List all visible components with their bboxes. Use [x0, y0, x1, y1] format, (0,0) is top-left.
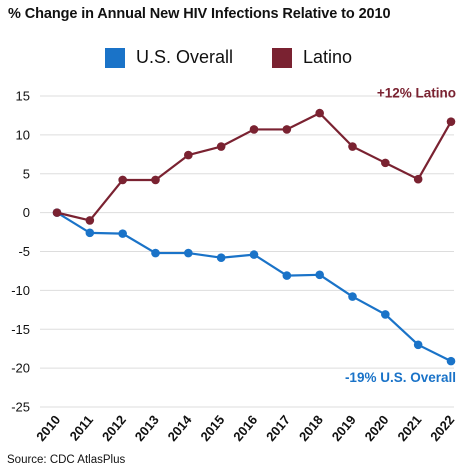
data-point [348, 142, 357, 151]
legend-label-latino: Latino [303, 47, 353, 67]
data-point [282, 271, 292, 280]
data-point [381, 310, 390, 319]
y-tick-label: -20 [11, 361, 30, 376]
y-tick-label: 10 [16, 127, 30, 142]
legend-item-us-overall: U.S. Overall [105, 47, 233, 68]
x-tick-label: 2018 [296, 412, 326, 444]
x-tick-label: 2021 [394, 412, 424, 444]
x-tick-label: 2016 [230, 412, 260, 444]
y-tick-label: -15 [11, 322, 30, 337]
data-point [85, 216, 95, 225]
y-tick-label: -5 [18, 244, 30, 259]
x-tick-label: 2017 [263, 412, 293, 444]
data-point [118, 175, 127, 185]
legend-label-us-overall: U.S. Overall [136, 47, 234, 67]
gridlines [40, 95, 454, 408]
legend-swatch-us-overall [105, 47, 125, 68]
x-axis-ticks: 2010 2011 2012 2013 2014 2015 2016 2017 2018 2019… [33, 412, 457, 444]
data-point [52, 208, 62, 217]
annotation-label: +12% Latino [377, 86, 456, 101]
x-tick-label: 2014 [165, 412, 196, 444]
y-tick-label: 15 [16, 89, 30, 104]
annotation-label: -19% U.S. Overall [345, 370, 456, 385]
data-point [381, 158, 390, 168]
data-point [216, 142, 226, 151]
data-point [151, 248, 160, 258]
data-point [151, 175, 160, 185]
x-tick-label: 2010 [33, 412, 63, 444]
data-point [249, 125, 259, 134]
x-tick-label: 2011 [67, 412, 97, 443]
x-tick-label: 2012 [99, 412, 129, 444]
x-tick-label: 2015 [197, 412, 227, 444]
data-point [249, 250, 259, 259]
data-point [446, 356, 456, 366]
data-point [348, 292, 357, 301]
x-tick-label: 2020 [362, 412, 392, 444]
data-point [413, 174, 423, 184]
x-tick-label: 2013 [132, 412, 162, 444]
legend-swatch-latino [272, 47, 292, 68]
legend-item-latino: Latino [272, 47, 352, 68]
source-note: Source: CDC AtlasPlus [7, 454, 126, 466]
data-point [413, 340, 423, 350]
legend: U.S. Overall Latino [0, 47, 471, 77]
x-tick-label: 2019 [329, 412, 359, 444]
y-tick-label: -10 [11, 283, 30, 298]
annotations: +12% Latino -19% U.S. Overall [345, 86, 456, 385]
data-point [282, 125, 292, 134]
data-point [85, 228, 95, 238]
y-axis-ticks: 15 10 5 0 -5 -10 -15 -20 -25 [11, 89, 30, 415]
data-point [118, 229, 127, 238]
chart-title: % Change in Annual New HIV Infections Re… [8, 6, 391, 22]
series-line-0 [56, 211, 452, 363]
x-tick-label: 2022 [427, 412, 457, 444]
data-point [184, 150, 193, 160]
series-lines [52, 108, 456, 366]
data-point [216, 253, 226, 263]
y-tick-label: -25 [11, 400, 30, 415]
data-point [315, 270, 324, 280]
y-tick-label: 0 [23, 205, 30, 220]
y-tick-label: 5 [23, 166, 30, 181]
data-point [315, 108, 324, 118]
data-point [184, 248, 193, 258]
data-point [446, 117, 456, 126]
